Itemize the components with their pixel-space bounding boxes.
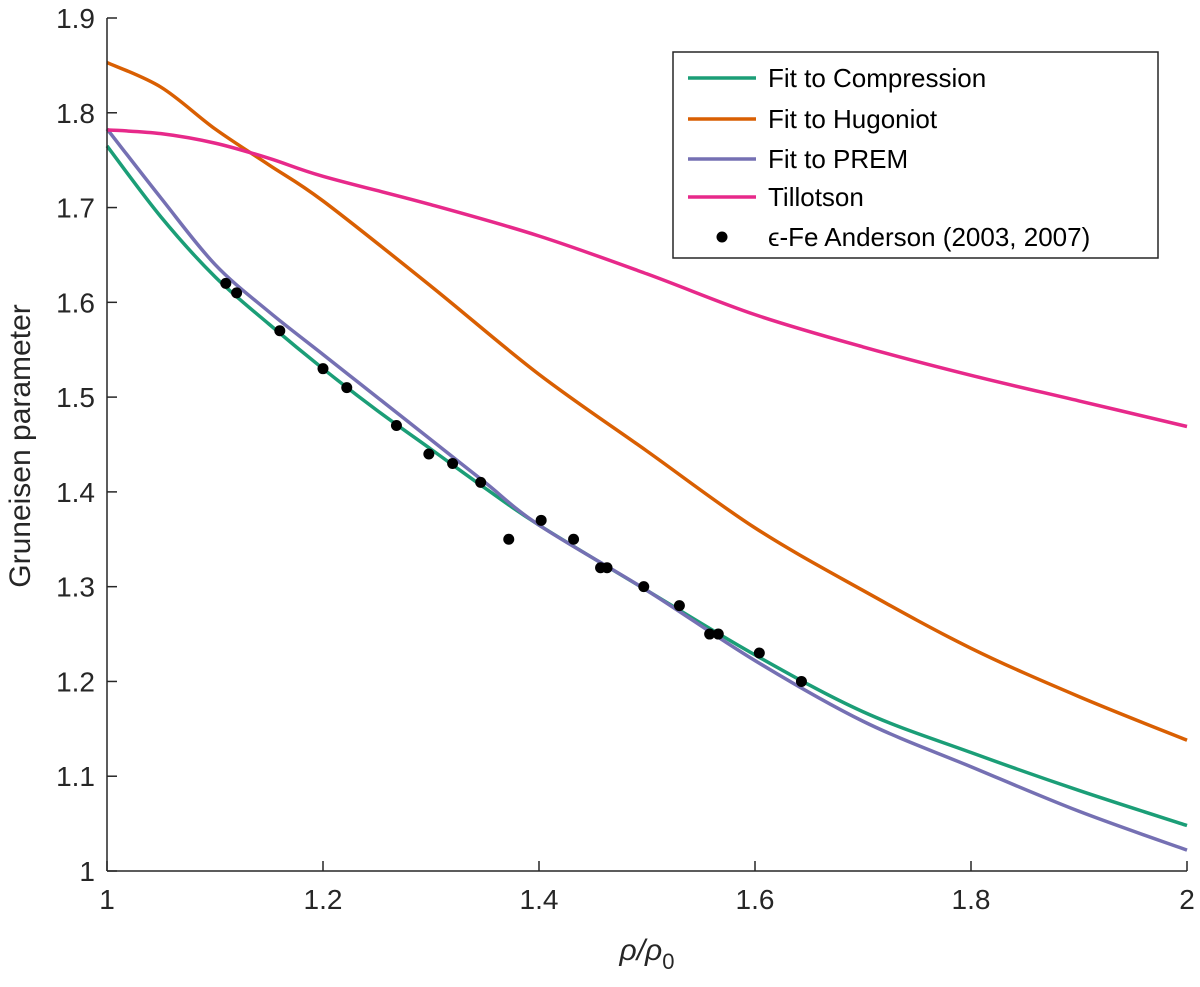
x-axis-label-main: ρ/ρ [619, 934, 663, 967]
data-point-fe-anderson-2003-2007-13 [601, 562, 613, 574]
data-point-fe-anderson-2003-2007-7 [447, 457, 459, 469]
series-layer [105, 60, 1188, 852]
legend-swatch-fe-anderson-2003-2007 [716, 231, 728, 243]
data-point-fe-anderson-2003-2007-11 [568, 533, 580, 545]
series-line-fit-to-prem [105, 127, 1188, 852]
x-tick-label: 2 [1179, 884, 1195, 915]
data-point-fe-anderson-2003-2007-2 [274, 325, 286, 337]
y-tick-label: 1.9 [56, 3, 95, 34]
data-point-fe-anderson-2003-2007-6 [423, 448, 435, 460]
data-point-fe-anderson-2003-2007-16 [704, 628, 716, 640]
data-point-fe-anderson-2003-2007-3 [317, 363, 329, 375]
data-point-fe-anderson-2003-2007-10 [535, 514, 547, 526]
legend-label-fe-anderson-2003-2007: ϵ-Fe Anderson (2003, 2007) [768, 222, 1090, 252]
legend-label-fit-to-compression: Fit to Compression [768, 63, 986, 93]
y-tick-label: 1.6 [56, 287, 95, 318]
data-point-fe-anderson-2003-2007-17 [712, 628, 724, 640]
data-point-fe-anderson-2003-2007-15 [673, 600, 685, 612]
y-tick-label: 1.8 [56, 98, 95, 129]
axes-layer [106, 18, 1187, 872]
x-axis-label: ρ/ρ0 [619, 934, 675, 974]
legend-box [672, 51, 1159, 259]
series-line-fit-to-hugoniot [106, 60, 1188, 742]
x-tick-label: 1.6 [736, 884, 775, 915]
data-point-fe-anderson-2003-2007-19 [795, 675, 807, 687]
y-tick-label: 1.7 [56, 193, 95, 224]
x-axis-label-subscript: 0 [662, 949, 674, 974]
y-tick-label: 1.4 [56, 477, 95, 508]
x-tick-label: 1.4 [520, 884, 559, 915]
y-tick-label: 1 [79, 856, 95, 887]
y-tick-label: 1.3 [56, 572, 95, 603]
data-point-fe-anderson-2003-2007-8 [475, 476, 487, 488]
data-point-fe-anderson-2003-2007-0 [220, 277, 232, 289]
data-point-fe-anderson-2003-2007-9 [503, 533, 515, 545]
y-tick-label: 1.5 [56, 382, 95, 413]
y-tick-label: 1.2 [56, 666, 95, 697]
data-point-fe-anderson-2003-2007-1 [231, 287, 243, 299]
data-point-fe-anderson-2003-2007-18 [753, 647, 765, 659]
x-tick-label: 1 [99, 884, 115, 915]
data-point-fe-anderson-2003-2007-5 [390, 420, 402, 432]
y-axis-label: Gruneisen parameter [4, 304, 37, 587]
y-tick-label: 1.1 [56, 761, 95, 792]
legend-label-fit-to-hugoniot: Fit to Hugoniot [768, 104, 938, 134]
data-point-fe-anderson-2003-2007-14 [638, 581, 650, 593]
legend-label-tillotson: Tillotson [768, 182, 864, 212]
legend: Fit to Compression Fit to Hugoniot Fit to … [672, 51, 1159, 259]
series-line-tillotson [106, 128, 1188, 429]
x-tick-label: 1.8 [952, 884, 991, 915]
x-tick-label: 1.2 [304, 884, 343, 915]
legend-label-fit-to-prem: Fit to PREM [768, 144, 908, 174]
data-point-fe-anderson-2003-2007-4 [341, 382, 353, 394]
ticks-layer: 1 1.2 1.4 1.6 1.8 2 1 1.1 1.2 1.3 1.4 1.5 1.6 1.7 1.8 1… [56, 3, 1195, 915]
